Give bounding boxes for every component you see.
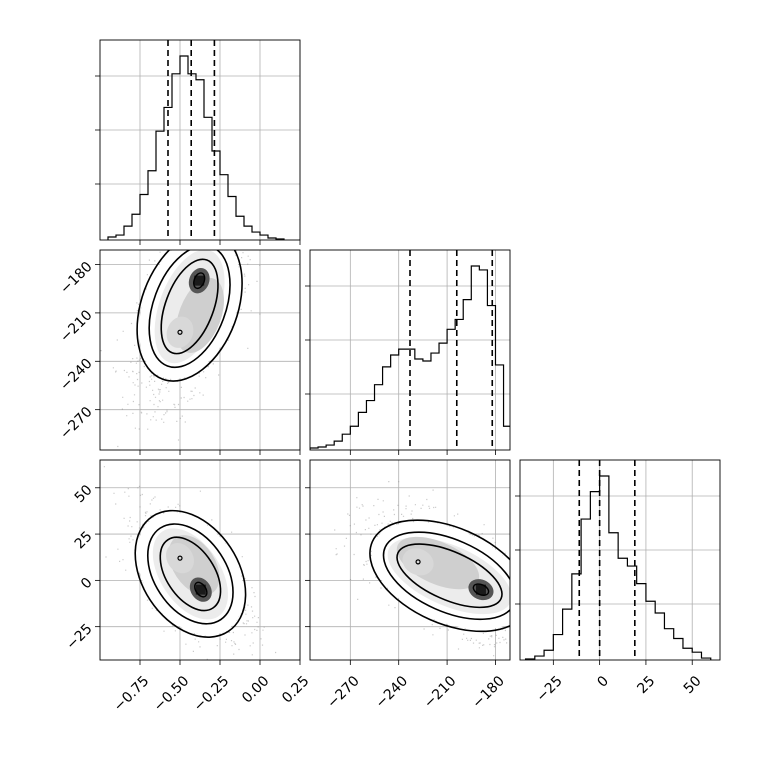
panel-2d-p1-p2-contour-outer [369,519,510,633]
x-tick-label-p2-0: −25 [534,673,566,705]
panel-hist-p0-border [99,39,301,241]
panel-hist-p0-background [100,40,300,240]
panel-hist-p2-background [520,460,720,660]
panel-2d-p0-p1-contour-peak [193,272,206,290]
x-tick-label-p0-0: −0.75 [111,673,153,715]
panel-2d-p0-p2-contour-mid [146,523,234,625]
panel-2d-p0-p2-contour-secondary [177,555,183,561]
panel-2d-p0-p1-content [100,250,261,448]
panel-2d-p0-p2-density-core [195,584,206,595]
panel-hist-p2-border [519,459,721,661]
panel-hist-p1-border [309,249,511,451]
x-tick-label-p1-0: −270 [324,673,363,712]
panel-2d-p0-p2-density-3 [166,542,194,574]
panel-hist-p0 [95,39,301,245]
x-tick-label-p2-2: 25 [634,673,658,697]
x-tick-label-p1-3: −180 [469,673,508,712]
panel-2d-p0-p1-contour-inner [160,258,219,355]
panel-2d-p1-p2-density-core [475,584,486,595]
panel-2d-p1-p2 [305,459,511,665]
panel-2d-p1-p2-contour-inner [396,543,503,609]
x-tick-label-p0-4: 0.25 [279,673,312,706]
panel-2d-p1-p2-contour-peak [472,583,490,596]
x-tick-label-p0-2: −0.25 [191,673,233,715]
panel-2d-p0-p2 [95,459,301,665]
panel-hist-p1 [305,249,511,455]
y-tick-label-p1-3: −180 [57,259,96,298]
panel-2d-p0-p2-content [103,466,277,660]
x-tick-label-p0-1: −0.50 [151,673,193,715]
y-tick-label-p1-0: −270 [57,404,96,443]
panel-hist-p0-step [107,55,285,240]
panel-2d-p1-p2-content [334,481,510,657]
panel-2d-p1-p2-contour-mid [382,531,510,621]
y-tick-label-p1-2: −210 [57,307,96,346]
panel-hist-p1-step [310,265,510,450]
x-tick-label-p0-3: 0.00 [239,673,272,706]
panel-hist-p2 [515,459,721,665]
panel-2d-p0-p1-contour-outer [136,250,243,382]
y-tick-label-p2-0: −25 [63,621,95,653]
y-tick-label-p2-2: 25 [72,528,96,552]
y-tick-label-p2-1: 0 [78,575,96,593]
panel-2d-p1-p2-density-3 [402,548,434,576]
panel-2d-p0-p1-density-3 [166,316,194,348]
panel-2d-p1-p2-border [309,459,511,661]
x-tick-label-p1-2: −210 [421,673,460,712]
x-tick-label-p2-1: 0 [594,673,612,691]
panel-2d-p0-p1-density-core [194,275,205,286]
panel-2d-p0-p1-contour-mid [148,250,231,369]
y-tick-label-p1-1: −240 [57,356,96,395]
panel-2d-p0-p2-contour-outer [134,509,247,638]
x-tick-label-p1-1: −240 [373,673,412,712]
x-tick-label-p2-3: 50 [681,673,705,697]
panel-2d-p0-p1-border [99,249,301,451]
panel-2d-p1-p2-contour-secondary [415,559,421,565]
y-tick-label-p2-3: 50 [72,482,96,506]
panel-2d-p0-p2-border [99,459,301,661]
panel-2d-p0-p1-contour-secondary [177,329,183,335]
panel-2d-p0-p1 [95,249,301,455]
panel-hist-p2-step [524,475,712,660]
panel-2d-p0-p2-contour-inner [159,536,222,612]
panel-2d-p0-p2-contour-peak [194,581,208,598]
